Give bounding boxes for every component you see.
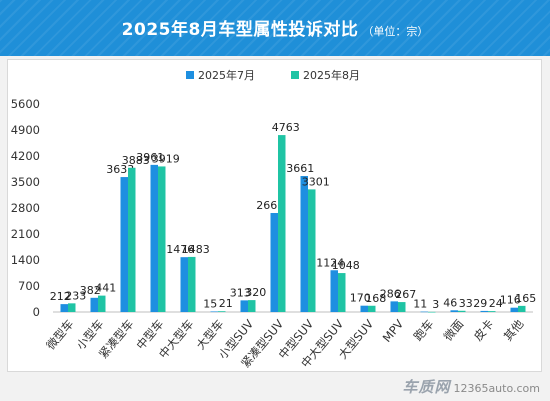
- x-tick-label: 跑车: [411, 317, 437, 344]
- data-label: 3633: [106, 163, 134, 176]
- legend-swatch-1: [186, 71, 194, 79]
- bar-august: [128, 167, 136, 312]
- data-label: 3: [432, 298, 439, 311]
- legend-swatch-2: [291, 71, 299, 79]
- legend-label-1: 2025年7月: [198, 68, 255, 82]
- x-tick-label: 皮卡: [471, 317, 497, 344]
- watermark-url: 12365auto.com: [453, 382, 540, 395]
- bar-july: [480, 310, 488, 312]
- bar-august: [518, 305, 526, 312]
- bar-july: [90, 297, 98, 312]
- data-label: 3961: [136, 151, 164, 164]
- bar-july: [300, 176, 308, 312]
- bar-july: [360, 305, 368, 312]
- y-tick-label: 0: [33, 305, 40, 319]
- data-label: 320: [245, 286, 266, 299]
- data-label: 11: [413, 298, 427, 311]
- bar-august: [428, 311, 436, 313]
- bar-august: [488, 311, 496, 312]
- data-label: 165: [515, 292, 536, 305]
- data-label: 313: [230, 286, 251, 299]
- bar-july: [450, 310, 458, 312]
- data-label: 267: [395, 288, 416, 301]
- chart-title: 2025年8月车型属性投诉对比: [121, 20, 359, 40]
- data-label: 1124: [316, 256, 344, 269]
- y-tick-label: 2800: [11, 201, 40, 215]
- data-label: 4763: [272, 121, 300, 134]
- data-label: 1483: [182, 243, 210, 256]
- y-tick-label: 1400: [11, 253, 40, 267]
- x-tick-label: 微面: [441, 317, 467, 344]
- y-tick-label: 700: [18, 279, 40, 293]
- bar-august: [68, 303, 76, 312]
- data-label: 1048: [332, 259, 360, 272]
- x-tick-label: 其他: [501, 317, 527, 344]
- bar-july: [510, 307, 518, 312]
- data-label: 15: [203, 297, 217, 310]
- x-tick-label: 微型车: [43, 317, 76, 352]
- bar-august: [188, 256, 196, 312]
- bar-august: [398, 302, 406, 312]
- data-label: 2665: [256, 199, 284, 212]
- bar-august: [158, 166, 166, 312]
- bar-august: [368, 305, 376, 312]
- bar-july: [210, 311, 218, 313]
- data-label: 3883: [122, 154, 150, 167]
- y-tick-label: 4200: [11, 149, 40, 163]
- bar-august: [308, 189, 316, 312]
- data-label: 1476: [166, 243, 194, 256]
- y-tick-label: 4900: [11, 123, 40, 137]
- title-banner: 2025年8月车型属性投诉对比 （单位：宗）: [0, 0, 550, 56]
- bar-july: [390, 301, 398, 312]
- data-label: 29: [473, 297, 487, 310]
- bar-july: [330, 270, 338, 312]
- bar-july: [180, 257, 188, 312]
- bar-august: [338, 273, 346, 312]
- bar-august: [278, 135, 286, 312]
- bar-july: [270, 213, 278, 312]
- bar-august: [248, 300, 256, 312]
- y-tick-label: 5600: [11, 97, 40, 111]
- data-label: 212: [50, 290, 71, 303]
- unit-note: （单位：宗）: [362, 25, 429, 38]
- watermark-logo: 车质网: [402, 378, 451, 396]
- x-tick-label: MPV: [380, 317, 407, 345]
- bar-august: [98, 295, 106, 312]
- data-label: 3301: [302, 175, 330, 188]
- data-label: 233: [65, 289, 86, 302]
- data-label: 441: [95, 282, 116, 295]
- legend-label-2: 2025年8月: [303, 68, 360, 82]
- data-label: 170: [350, 292, 371, 305]
- y-tick-label: 3500: [11, 175, 40, 189]
- data-label: 46: [443, 296, 457, 309]
- bar-july: [240, 300, 248, 312]
- bar-july: [150, 164, 158, 312]
- data-label: 382: [80, 284, 101, 297]
- data-label: 33: [459, 297, 473, 310]
- bar-july: [60, 304, 68, 312]
- data-label: 3919: [152, 152, 180, 165]
- bar-july: [120, 177, 128, 312]
- bar-august: [218, 311, 226, 312]
- title-row: 2025年8月车型属性投诉对比 （单位：宗）: [0, 15, 550, 40]
- y-tick-label: 2100: [11, 227, 40, 241]
- data-label: 286: [380, 287, 401, 300]
- footer: 车质网 12365auto.com: [0, 374, 550, 401]
- data-label: 168: [365, 292, 386, 305]
- data-label: 116: [500, 294, 521, 307]
- watermark: 车质网 12365auto.com: [402, 376, 540, 397]
- data-label: 24: [489, 297, 503, 310]
- bar-august: [458, 310, 466, 312]
- bar-july: [420, 311, 428, 313]
- data-label: 21: [219, 297, 233, 310]
- data-label: 3661: [286, 162, 314, 175]
